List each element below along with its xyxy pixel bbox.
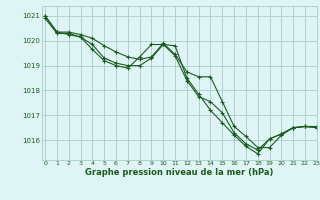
X-axis label: Graphe pression niveau de la mer (hPa): Graphe pression niveau de la mer (hPa) bbox=[85, 168, 273, 177]
